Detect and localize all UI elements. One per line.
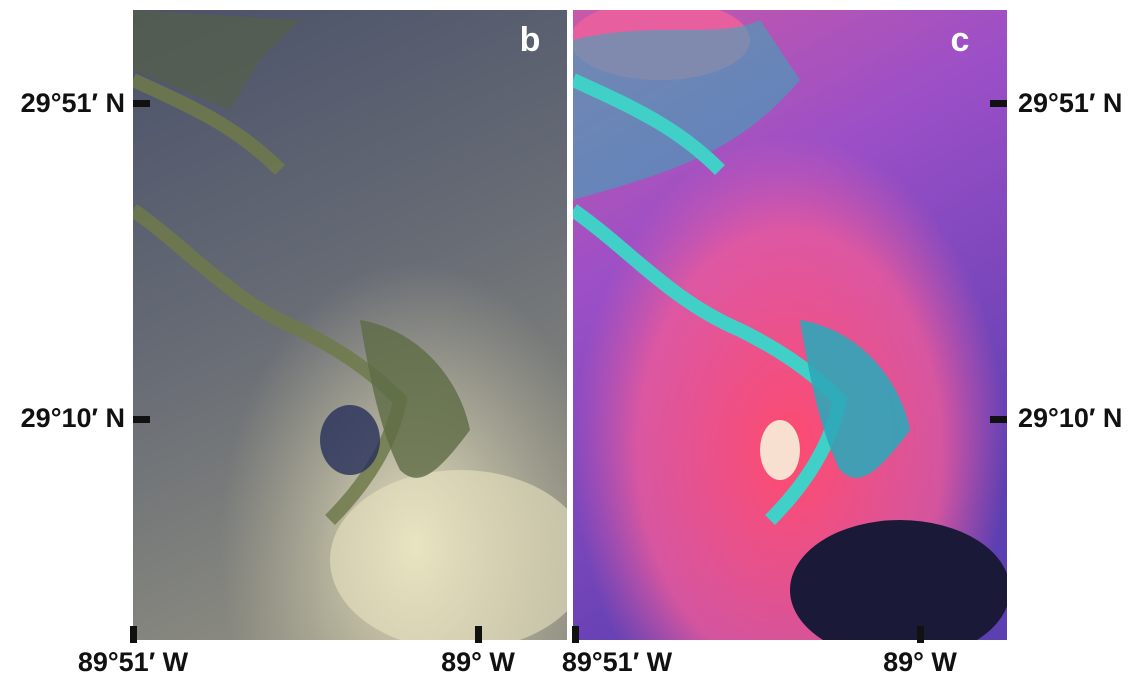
panel-label: c (951, 21, 970, 59)
latitude-label: 29°10′ N (21, 403, 125, 433)
latitude-label: 29°51′ N (1018, 88, 1122, 118)
panel-b-image (133, 10, 590, 650)
panel-label: b (520, 21, 541, 59)
latitude-label: 29°10′ N (1018, 403, 1122, 433)
longitude-label: 89° W (883, 647, 957, 677)
longitude-label: 89°51′ W (78, 647, 189, 677)
panel-c-image (570, 0, 1010, 660)
latitude-label: 29°51′ N (21, 88, 125, 118)
longitude-label: 89°51′ W (562, 647, 673, 677)
separator (567, 10, 573, 640)
figure: b c 29°51′ N 29°10′ N 29°51′ N 29°10′ N … (0, 0, 1134, 683)
longitude-label: 89° W (441, 647, 515, 677)
